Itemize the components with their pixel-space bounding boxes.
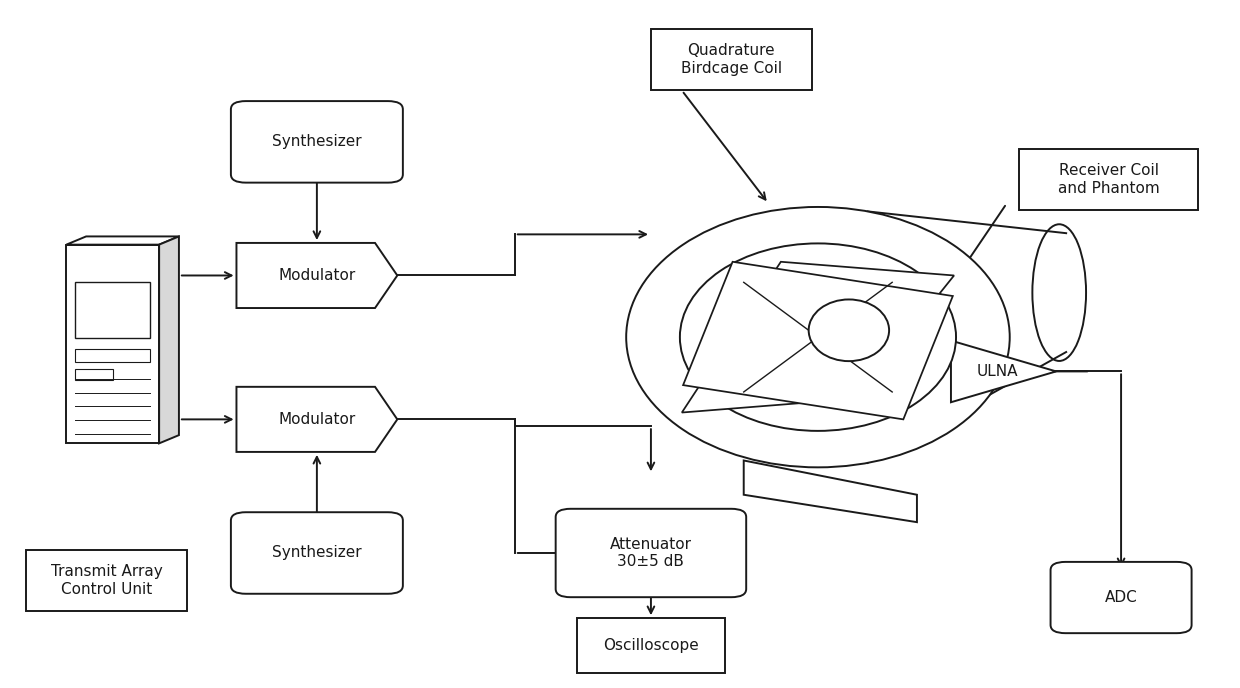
FancyBboxPatch shape xyxy=(67,245,159,443)
Text: ADC: ADC xyxy=(1105,590,1137,605)
Polygon shape xyxy=(237,387,397,452)
Polygon shape xyxy=(159,237,179,443)
Text: Transmit Array
Control Unit: Transmit Array Control Unit xyxy=(51,564,162,596)
Text: Oscilloscope: Oscilloscope xyxy=(603,638,699,653)
Text: Receiver Coil
and Phantom: Receiver Coil and Phantom xyxy=(1058,163,1159,196)
Ellipse shape xyxy=(808,299,889,361)
Text: Quadrature
Birdcage Coil: Quadrature Birdcage Coil xyxy=(681,43,782,76)
FancyBboxPatch shape xyxy=(651,29,812,90)
Text: Attenuator
30±5 dB: Attenuator 30±5 dB xyxy=(610,537,692,569)
Text: Synthesizer: Synthesizer xyxy=(272,134,362,149)
FancyBboxPatch shape xyxy=(231,513,403,594)
Ellipse shape xyxy=(680,244,956,431)
Polygon shape xyxy=(682,261,954,413)
Polygon shape xyxy=(237,243,397,308)
FancyBboxPatch shape xyxy=(1050,562,1192,633)
FancyBboxPatch shape xyxy=(74,369,113,380)
Polygon shape xyxy=(67,237,179,245)
Ellipse shape xyxy=(1033,224,1086,361)
FancyBboxPatch shape xyxy=(231,101,403,182)
Ellipse shape xyxy=(626,207,1009,467)
Polygon shape xyxy=(951,341,1056,402)
Text: Modulator: Modulator xyxy=(278,412,356,427)
FancyBboxPatch shape xyxy=(1019,149,1198,211)
FancyBboxPatch shape xyxy=(577,618,725,673)
Text: Synthesizer: Synthesizer xyxy=(272,546,362,561)
FancyBboxPatch shape xyxy=(26,550,187,611)
Text: ULNA: ULNA xyxy=(977,364,1018,379)
FancyBboxPatch shape xyxy=(74,282,150,338)
FancyBboxPatch shape xyxy=(74,349,150,362)
FancyBboxPatch shape xyxy=(556,509,746,597)
Polygon shape xyxy=(744,460,916,522)
Polygon shape xyxy=(683,261,952,420)
Text: Modulator: Modulator xyxy=(278,268,356,283)
